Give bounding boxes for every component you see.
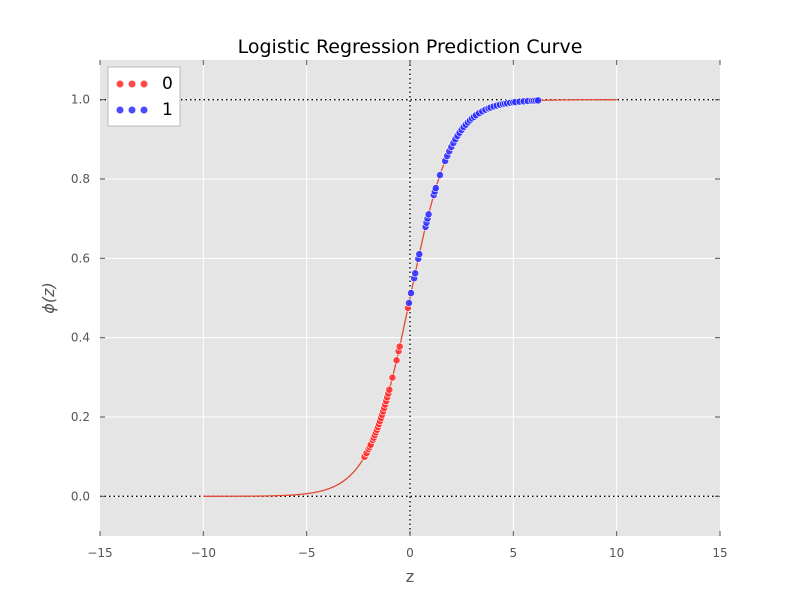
y-tick-label: 0.6	[71, 251, 90, 265]
x-axis-label: z	[406, 567, 414, 586]
data-point-class-1	[415, 250, 424, 259]
legend-label-0: 0	[162, 74, 173, 94]
x-tick-labels: −15 −10 −5 0 5 10 15	[87, 546, 727, 560]
data-point-class-0	[392, 356, 401, 365]
x-tick-label: 5	[510, 546, 518, 560]
legend-dot	[127, 105, 137, 115]
legend-dot	[139, 79, 149, 89]
sigmoid-curve	[203, 99, 617, 497]
legend-marker-1	[115, 105, 149, 115]
reference-lines	[100, 60, 720, 536]
data-point-class-0	[388, 373, 397, 382]
y-tick-label: 1.0	[71, 93, 90, 107]
y-tick-labels: 0.0 0.2 0.4 0.6 0.8 1.0	[71, 93, 90, 504]
x-tick-label: 10	[609, 546, 624, 560]
x-tick-label: 15	[712, 546, 727, 560]
y-tick-label: 0.0	[71, 489, 90, 503]
data-point-class-1	[411, 269, 420, 278]
legend: 0 1	[107, 66, 181, 127]
data-point-class-0	[395, 342, 404, 351]
legend-label-1: 1	[162, 100, 173, 120]
axis-ticks	[99, 60, 721, 536]
legend-dot	[139, 105, 149, 115]
data-point-class-1	[534, 96, 543, 105]
y-tick-label: 0.2	[71, 410, 90, 424]
data-point-class-0	[385, 385, 394, 394]
y-tick-label: 0.8	[71, 172, 90, 186]
x-tick-label: −5	[298, 546, 316, 560]
x-tick-label: 0	[406, 546, 414, 560]
chart-title: Logistic Regression Prediction Curve	[238, 36, 583, 58]
legend-dot	[115, 105, 125, 115]
x-tick-label: −10	[191, 546, 216, 560]
legend-dot	[127, 79, 137, 89]
data-point-class-1	[405, 299, 413, 307]
legend-dot	[115, 79, 125, 89]
legend-marker-0	[115, 79, 149, 89]
scatter-points	[360, 96, 543, 461]
y-axis-label: ϕ(z)	[39, 282, 58, 313]
data-point-class-1	[431, 184, 440, 192]
data-point-class-1	[436, 171, 444, 179]
x-tick-label: −15	[87, 546, 112, 560]
legend-box	[107, 66, 181, 127]
data-point-class-1	[424, 210, 433, 219]
data-point-class-1	[407, 289, 415, 297]
y-tick-label: 0.4	[71, 331, 90, 345]
